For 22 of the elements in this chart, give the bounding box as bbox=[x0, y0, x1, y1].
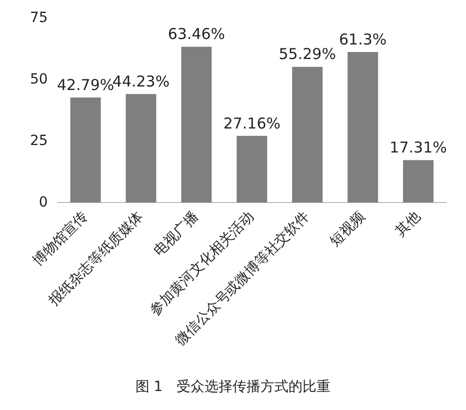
bar bbox=[403, 160, 434, 203]
text: 图 1 受众选择传播方式的比重 bbox=[135, 379, 331, 396]
data-label: 44.23% bbox=[112, 72, 170, 90]
data-label: 27.16% bbox=[223, 114, 281, 132]
bar bbox=[292, 66, 323, 203]
bar bbox=[126, 94, 156, 203]
y-tick-label: 75 bbox=[30, 10, 48, 26]
bar bbox=[236, 136, 268, 203]
data-label: 61.3% bbox=[338, 30, 387, 48]
bar bbox=[70, 98, 101, 203]
bar bbox=[181, 46, 212, 203]
data-label: 63.46% bbox=[168, 25, 226, 44]
data-label: 42.79% bbox=[56, 76, 114, 94]
data-label: 55.29% bbox=[278, 45, 336, 64]
y-tick-label: 0 bbox=[38, 194, 48, 210]
y-tick-label: 25 bbox=[30, 132, 48, 149]
y-tick-label: 50 bbox=[30, 71, 48, 88]
x-tick-label: 其他 bbox=[392, 208, 424, 240]
data-label: 17.31% bbox=[390, 138, 447, 156]
x-tick-label: 短视频 bbox=[327, 208, 368, 250]
x-tick-label: 电视广播 bbox=[150, 208, 202, 260]
bar bbox=[348, 52, 378, 203]
